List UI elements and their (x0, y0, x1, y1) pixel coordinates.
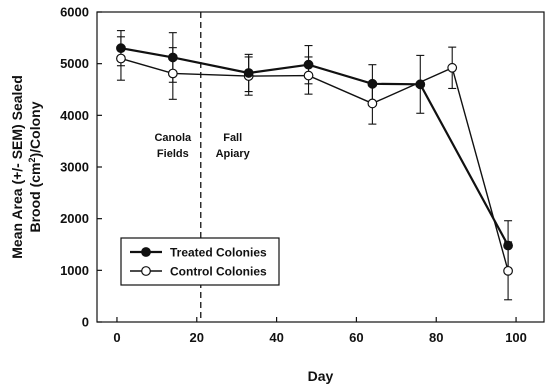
x-tick-label: 60 (349, 330, 363, 345)
data-point (415, 79, 426, 90)
phase-annotations: Canola Fields Fall Apiary (154, 132, 250, 160)
y-axis-title-line2-post: )/Colony (27, 101, 43, 157)
legend-box (120, 237, 280, 286)
y-axis-title-line2-sup: 2 (27, 157, 37, 162)
y-tick-label: 5000 (60, 56, 89, 71)
x-tick-label: 0 (113, 330, 120, 345)
y-axis-title-line1: Mean Area (+/- SEM) Sealed (9, 75, 25, 258)
axis-ticks: 0 1000 2000 3000 4000 5000 6000 0 20 40 60 80 100 (60, 5, 527, 346)
annotation-line: Apiary (216, 148, 251, 160)
data-point (303, 70, 314, 81)
data-point (116, 43, 126, 54)
y-tick-label: 0 (82, 315, 89, 330)
data-point (167, 52, 178, 63)
markers-treated (116, 43, 513, 251)
legend-label: Control Colonies (170, 265, 267, 279)
y-tick-label: 6000 (60, 5, 89, 20)
x-axis-title: Day (308, 368, 334, 384)
x-tick-label: 20 (190, 330, 204, 345)
x-tick-label: 40 (269, 330, 283, 345)
y-axis-title-line2-pre: Brood (cm (27, 163, 43, 233)
annotation-line: Fields (157, 148, 189, 160)
data-point (447, 62, 458, 73)
y-axis-title-line2: Brood (cm2)/Colony (27, 101, 43, 232)
y-tick-label: 2000 (60, 211, 89, 226)
legend-marker (141, 247, 151, 257)
annotation-fall: Fall Apiary (216, 132, 251, 160)
y-tick-label: 4000 (60, 108, 89, 123)
data-point (503, 240, 513, 251)
data-point (367, 78, 378, 89)
y-tick-label: 1000 (60, 263, 89, 278)
legend-label: Treated Colonies (170, 246, 267, 260)
annotation-canola: Canola Fields (154, 132, 192, 160)
data-point (167, 68, 178, 79)
y-tick-label: 3000 (60, 160, 89, 175)
annotation-line: Canola (154, 132, 192, 144)
legend: Treated Colonies Control Colonies (120, 237, 280, 286)
data-point (303, 59, 314, 70)
data-point (116, 53, 126, 64)
legend-marker (141, 266, 151, 276)
data-point (367, 98, 378, 109)
series-layer (116, 30, 513, 301)
data-point (243, 68, 254, 78)
x-tick-label: 100 (505, 330, 527, 345)
annotation-line: Fall (223, 132, 242, 144)
x-tick-label: 80 (429, 330, 443, 345)
data-point (503, 265, 513, 276)
markers-control (116, 53, 513, 276)
